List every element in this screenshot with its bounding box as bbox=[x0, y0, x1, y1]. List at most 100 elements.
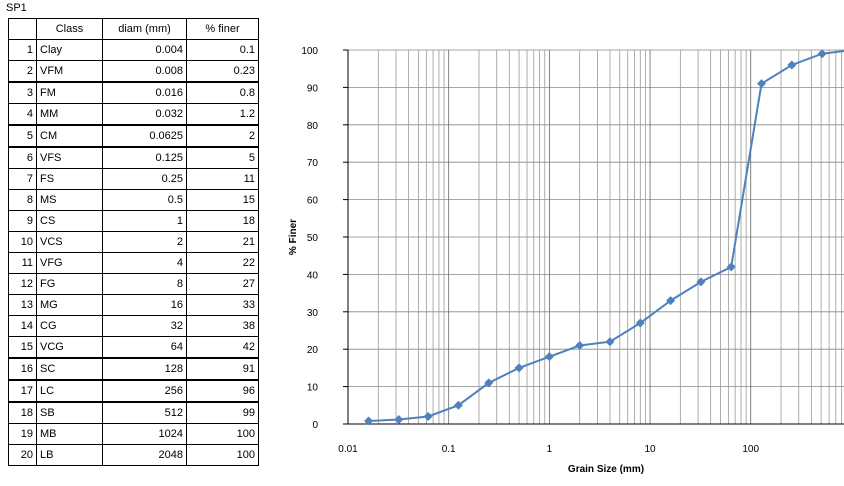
table-row: 14 CG 32 38 bbox=[8, 315, 259, 337]
row-finer: 99 bbox=[186, 401, 259, 424]
row-diam: 256 bbox=[102, 379, 187, 403]
row-finer: 0.1 bbox=[186, 39, 259, 61]
y-tick-label: 80 bbox=[307, 121, 319, 132]
row-index: 3 bbox=[8, 81, 37, 104]
y-tick-label: 100 bbox=[301, 46, 318, 57]
row-finer: 91 bbox=[186, 357, 259, 381]
data-point-marker bbox=[394, 415, 404, 425]
table-row: 20 LB 2048 100 bbox=[8, 444, 259, 466]
x-axis-title: Grain Size (mm) bbox=[568, 464, 644, 475]
row-diam: 4 bbox=[102, 252, 187, 274]
table-row: 16 SC 128 91 bbox=[8, 357, 259, 381]
row-index: 20 bbox=[8, 444, 37, 466]
row-class: CG bbox=[36, 315, 103, 337]
row-class: SB bbox=[36, 401, 103, 424]
row-class: LB bbox=[36, 444, 103, 466]
row-diam: 2 bbox=[102, 231, 187, 253]
y-tick-label: 0 bbox=[312, 420, 318, 431]
table-row: 3 FM 0.016 0.8 bbox=[8, 81, 259, 104]
row-finer: 38 bbox=[186, 315, 259, 337]
row-class: VCS bbox=[36, 231, 103, 253]
table-row: 11 VFG 4 22 bbox=[8, 252, 259, 274]
tick-labels: 0 10 20 30 40 50 60 70 80 90 100 0.01 0.1 1 10 100 bbox=[301, 46, 759, 455]
row-index: 14 bbox=[8, 315, 37, 337]
y-tick-label: 60 bbox=[307, 196, 319, 207]
row-diam: 0.0625 bbox=[102, 124, 187, 148]
grid-lines bbox=[347, 49, 844, 424]
table-row: 12 FG 8 27 bbox=[8, 273, 259, 295]
sheet-name: SP1 bbox=[6, 2, 27, 14]
row-index: 2 bbox=[8, 60, 37, 83]
col-header-diam: diam (mm) bbox=[102, 18, 187, 40]
table-row: 8 MS 0.5 15 bbox=[8, 189, 259, 211]
row-class: Clay bbox=[36, 39, 103, 61]
col-header-finer: % finer bbox=[186, 18, 259, 40]
x-tick-label: 100 bbox=[742, 444, 759, 455]
row-finer: 21 bbox=[186, 231, 259, 253]
row-class: CM bbox=[36, 124, 103, 148]
row-diam: 0.016 bbox=[102, 81, 187, 104]
row-class: SC bbox=[36, 357, 103, 381]
data-point-marker bbox=[364, 416, 374, 426]
y-tick-label: 10 bbox=[307, 383, 319, 394]
col-header-class: Class bbox=[36, 18, 103, 40]
row-diam: 512 bbox=[102, 401, 187, 424]
data-point-marker bbox=[726, 262, 736, 272]
row-finer: 22 bbox=[186, 252, 259, 274]
row-index: 7 bbox=[8, 168, 37, 190]
row-index: 1 bbox=[8, 39, 37, 61]
data-point-marker bbox=[787, 60, 797, 70]
row-diam: 0.004 bbox=[102, 39, 187, 61]
row-diam: 1024 bbox=[102, 423, 187, 445]
table-row: 18 SB 512 99 bbox=[8, 401, 259, 424]
table-row: 15 VCG 64 42 bbox=[8, 336, 259, 359]
row-diam: 16 bbox=[102, 294, 187, 316]
y-tick-label: 90 bbox=[307, 83, 319, 94]
row-finer: 100 bbox=[186, 423, 259, 445]
x-tick-label: 10 bbox=[644, 444, 656, 455]
x-tick-label: 1 bbox=[547, 444, 553, 455]
row-finer: 2 bbox=[186, 124, 259, 148]
row-class: MM bbox=[36, 103, 103, 126]
y-tick-label: 40 bbox=[307, 270, 319, 281]
table-header-row: Class diam (mm) % finer bbox=[8, 18, 259, 40]
x-tick-label: 0.01 bbox=[338, 444, 358, 455]
data-point-marker bbox=[757, 79, 767, 89]
table-row: 9 CS 1 18 bbox=[8, 210, 259, 232]
row-index: 4 bbox=[8, 103, 37, 126]
row-class: MG bbox=[36, 294, 103, 316]
grain-size-chart: 0 10 20 30 40 50 60 70 80 90 100 0.01 0.1 1 10 100 Grai… bbox=[288, 46, 844, 475]
row-class: FM bbox=[36, 81, 103, 104]
row-index: 6 bbox=[8, 146, 37, 169]
table-row: 5 CM 0.0625 2 bbox=[8, 124, 259, 148]
row-diam: 0.008 bbox=[102, 60, 187, 83]
row-finer: 18 bbox=[186, 210, 259, 232]
data-point-marker bbox=[575, 340, 585, 350]
series-line bbox=[368, 50, 844, 422]
row-index: 17 bbox=[8, 379, 37, 403]
row-finer: 33 bbox=[186, 294, 259, 316]
data-point-marker bbox=[484, 378, 494, 388]
row-index: 12 bbox=[8, 273, 37, 295]
row-diam: 0.032 bbox=[102, 103, 187, 126]
row-index: 15 bbox=[8, 336, 37, 359]
row-diam: 0.125 bbox=[102, 146, 187, 169]
row-diam: 0.5 bbox=[102, 189, 187, 211]
row-index: 9 bbox=[8, 210, 37, 232]
table-row: 6 VFS 0.125 5 bbox=[8, 146, 259, 169]
col-header-index bbox=[8, 18, 37, 40]
data-point-marker bbox=[817, 49, 827, 59]
row-class: VFS bbox=[36, 146, 103, 169]
table-row: 7 FS 0.25 11 bbox=[8, 168, 259, 190]
data-point-marker bbox=[635, 318, 645, 328]
table-row: 17 LC 256 96 bbox=[8, 379, 259, 403]
data-point-marker bbox=[544, 352, 554, 362]
row-class: CS bbox=[36, 210, 103, 232]
row-class: VCG bbox=[36, 336, 103, 359]
row-index: 11 bbox=[8, 252, 37, 274]
row-finer: 0.8 bbox=[186, 81, 259, 104]
series-markers bbox=[364, 49, 827, 426]
y-tick-label: 30 bbox=[307, 308, 319, 319]
row-finer: 0.23 bbox=[186, 60, 259, 83]
row-finer: 42 bbox=[186, 336, 259, 359]
